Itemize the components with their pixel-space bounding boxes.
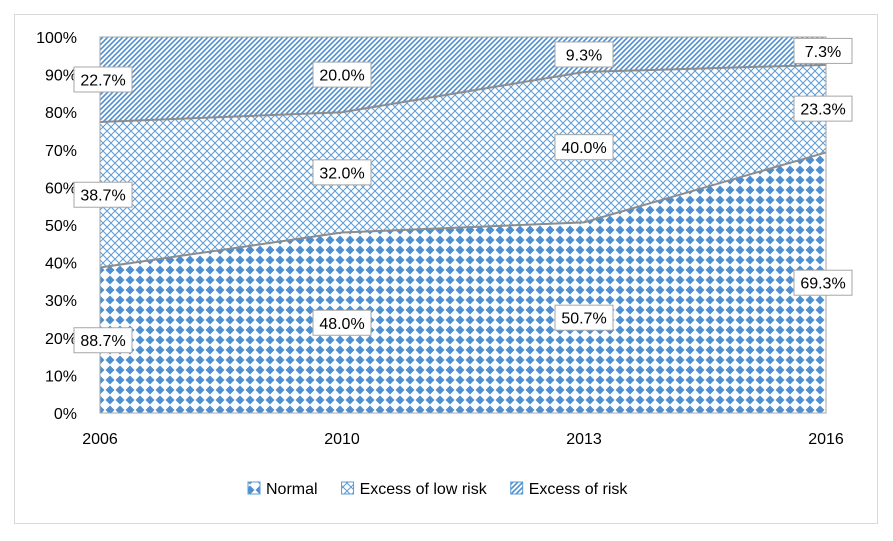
y-tick-label: 60% [45, 180, 77, 197]
x-tick-label: 2006 [82, 431, 118, 448]
y-tick-label: 40% [45, 256, 77, 273]
y-axis: 0% 10% 20% 30% 40% 50% 60% 70% 80% 90% 100% [36, 30, 77, 423]
data-label-box [554, 304, 614, 331]
data-label-text: 88.7% [80, 333, 125, 350]
data-label-box [73, 66, 133, 93]
data-label-box [793, 95, 853, 122]
data-label-text: 23.3% [800, 102, 845, 119]
legend-label: Normal [266, 481, 318, 498]
y-tick-label: 20% [45, 331, 77, 348]
y-tick-label: 70% [45, 143, 77, 160]
data-label-text: 9.3% [566, 47, 602, 64]
y-tick-label: 90% [45, 68, 77, 85]
data-label-text: 20.0% [319, 68, 364, 85]
y-tick-label: 30% [45, 293, 77, 310]
data-label: 22.7% [73, 66, 133, 93]
stacked-area-chart: 0%10%20%30%40%50%60%70%80%90%100% 2006 20… [36, 30, 853, 498]
band-boundary-line [99, 63, 827, 123]
data-label: 69.3% [793, 269, 853, 296]
data-label: 50.7% [554, 304, 614, 331]
data-label: 7.3% [793, 37, 853, 64]
data-label: 23.3% [793, 95, 853, 122]
x-axis: 2006 2010 2013 2016 [82, 431, 844, 448]
data-label: 40.0% [554, 134, 614, 161]
data-label-text: 22.7% [80, 72, 125, 89]
x-tick-label: 2010 [324, 431, 360, 448]
data-label-box [793, 269, 853, 296]
legend-item: Excess of risk [510, 481, 629, 498]
legend-swatch [510, 481, 524, 495]
chart-frame: 0% 10% 20% 30% 40% 50% 60% 70% 80% 90% 100% 2006 20… [14, 14, 878, 524]
legend-swatch [247, 481, 261, 495]
data-label-box [312, 309, 372, 336]
data-label: 88.7% [73, 327, 133, 354]
y-tick-label: 50% [45, 218, 77, 235]
area-normal [100, 152, 826, 413]
data-label-box [73, 181, 133, 208]
data-label-box [312, 61, 372, 88]
legend-swatch [341, 481, 355, 495]
y-tick-label: 100% [36, 30, 77, 47]
data-label-text: 50.7% [561, 311, 606, 328]
data-label-box [554, 41, 614, 68]
data-label-text: 69.3% [800, 276, 845, 293]
areas-layer [99, 36, 827, 414]
legend-label: Excess of low risk [360, 481, 488, 498]
legend-item: Normal [247, 481, 318, 498]
data-label-text: 38.7% [80, 188, 125, 205]
data-label: 32.0% [312, 159, 372, 186]
data-label-text: 48.0% [319, 316, 364, 333]
data-labels: 88.7% 48.0% 50.7% 69.3% 38.7% 32.0% 40.0% 23.3%… [73, 37, 853, 354]
data-label-box [312, 159, 372, 186]
data-label-box [793, 37, 853, 64]
band-boundary-line [99, 151, 827, 269]
plot-area-border [99, 36, 827, 414]
data-label-text: 7.3% [805, 44, 841, 61]
y-tick-label: 10% [45, 368, 77, 385]
area-excess-of-risk [100, 37, 826, 122]
data-label-text: 40.0% [561, 140, 606, 157]
x-tick-label: 2013 [566, 431, 602, 448]
data-label-box [73, 327, 133, 354]
data-label-text: 32.0% [319, 165, 364, 182]
data-label: 48.0% [312, 309, 372, 336]
legend: Normal Excess of low risk Excess of risk [247, 481, 629, 498]
legend-item: Excess of low risk [341, 481, 488, 498]
data-label: 20.0% [312, 61, 372, 88]
legend-label: Excess of risk [529, 481, 629, 498]
y-tick-label: 80% [45, 105, 77, 122]
y-tick-label: 0% [54, 406, 77, 423]
data-label: 38.7% [73, 181, 133, 208]
data-label: 9.3% [554, 41, 614, 68]
data-label-box [554, 134, 614, 161]
x-tick-label: 2016 [808, 431, 844, 448]
